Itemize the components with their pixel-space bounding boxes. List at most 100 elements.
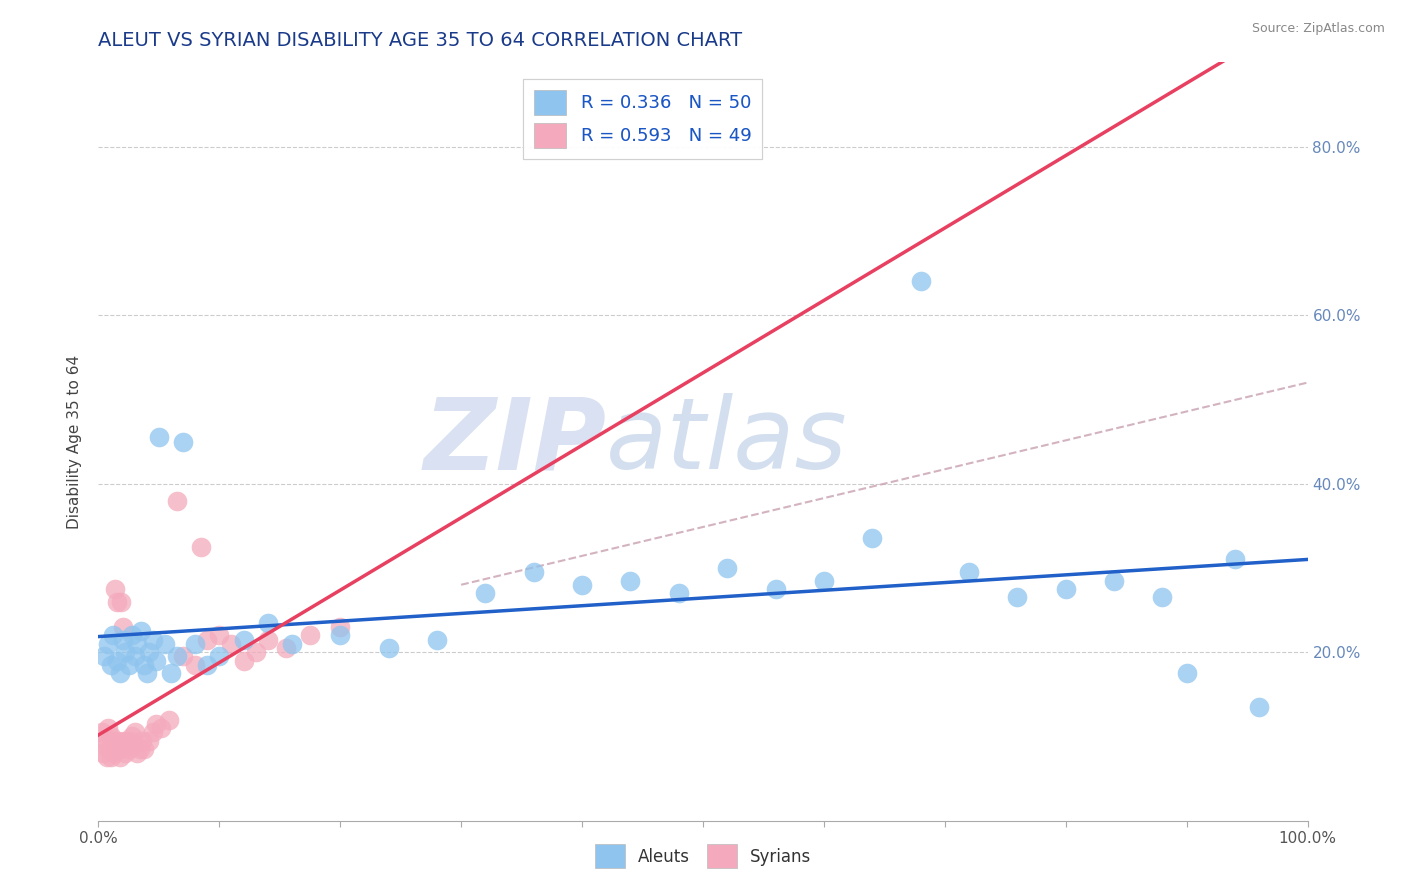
Point [184, 657, 207, 672]
Point [957, 565, 980, 579]
Point [111, 620, 134, 634]
Point [142, 632, 165, 647]
Point [93, 649, 115, 664]
Text: atlas: atlas [606, 393, 848, 490]
Point [1054, 582, 1077, 596]
Point [299, 628, 322, 642]
Text: ZIP: ZIP [423, 393, 606, 490]
Point [91, 746, 114, 760]
Point [98, 742, 121, 756]
Point [716, 561, 738, 575]
Point [523, 565, 546, 579]
Point [195, 657, 218, 672]
Point [232, 654, 254, 668]
Legend: Aleuts, Syrians: Aleuts, Syrians [588, 838, 818, 875]
Point [105, 654, 128, 668]
Point [105, 594, 128, 608]
Point [108, 742, 131, 756]
Point [232, 632, 254, 647]
Point [329, 620, 352, 634]
Point [97, 721, 120, 735]
Point [668, 586, 690, 600]
Point [153, 637, 176, 651]
Point [91, 725, 114, 739]
Point [131, 733, 153, 747]
Legend: R = 0.336   N = 50, R = 0.593   N = 49: R = 0.336 N = 50, R = 0.593 N = 49 [523, 79, 762, 159]
Point [190, 540, 212, 554]
Point [571, 578, 593, 592]
Point [103, 746, 125, 760]
Point [256, 615, 278, 630]
Point [1175, 666, 1198, 681]
Y-axis label: Disability Age 35 to 64: Disability Age 35 to 64 [67, 354, 83, 529]
Point [134, 742, 156, 756]
Point [118, 733, 141, 747]
Point [100, 730, 122, 744]
Point [101, 628, 124, 642]
Point [157, 713, 180, 727]
Point [115, 733, 138, 747]
Point [124, 649, 146, 664]
Point [114, 746, 136, 760]
Point [108, 666, 131, 681]
Point [135, 666, 157, 681]
Point [245, 645, 267, 659]
Point [127, 637, 149, 651]
Point [121, 730, 143, 744]
Point [860, 532, 883, 546]
Text: ALEUT VS SYRIAN DISABILITY AGE 35 TO 64 CORRELATION CHART: ALEUT VS SYRIAN DISABILITY AGE 35 TO 64 … [98, 31, 742, 50]
Point [121, 628, 143, 642]
Point [101, 733, 124, 747]
Point [96, 750, 118, 764]
Point [910, 275, 932, 289]
Point [118, 742, 141, 756]
Point [107, 733, 129, 747]
Point [127, 746, 149, 760]
Point [138, 645, 160, 659]
Point [619, 574, 641, 588]
Point [208, 628, 231, 642]
Point [195, 632, 218, 647]
Point [160, 666, 183, 681]
Point [1007, 591, 1029, 605]
Point [813, 574, 835, 588]
Point [134, 657, 156, 672]
Point [256, 632, 278, 647]
Point [150, 721, 173, 735]
Point [329, 628, 352, 642]
Point [94, 733, 117, 747]
Point [110, 594, 132, 608]
Point [166, 493, 188, 508]
Point [120, 738, 142, 752]
Point [138, 733, 160, 747]
Point [111, 632, 134, 647]
Point [172, 434, 194, 449]
Point [124, 725, 146, 739]
Point [166, 649, 188, 664]
Point [108, 750, 131, 764]
Point [377, 640, 399, 655]
Point [1249, 699, 1271, 714]
Point [129, 624, 152, 639]
Point [274, 640, 297, 655]
Point [100, 750, 122, 764]
Text: Source: ZipAtlas.com: Source: ZipAtlas.com [1251, 22, 1385, 36]
Point [1102, 574, 1125, 588]
Point [145, 654, 167, 668]
Point [474, 586, 496, 600]
Point [765, 582, 787, 596]
Point [221, 637, 243, 651]
Point [145, 716, 167, 731]
Point [172, 649, 194, 664]
Point [1223, 552, 1246, 566]
Point [128, 742, 150, 756]
Point [101, 742, 124, 756]
Point [93, 738, 115, 752]
Point [184, 637, 207, 651]
Point [281, 637, 304, 651]
Point [104, 582, 127, 596]
Point [112, 733, 135, 747]
Point [100, 657, 122, 672]
Point [1152, 591, 1174, 605]
Point [118, 657, 141, 672]
